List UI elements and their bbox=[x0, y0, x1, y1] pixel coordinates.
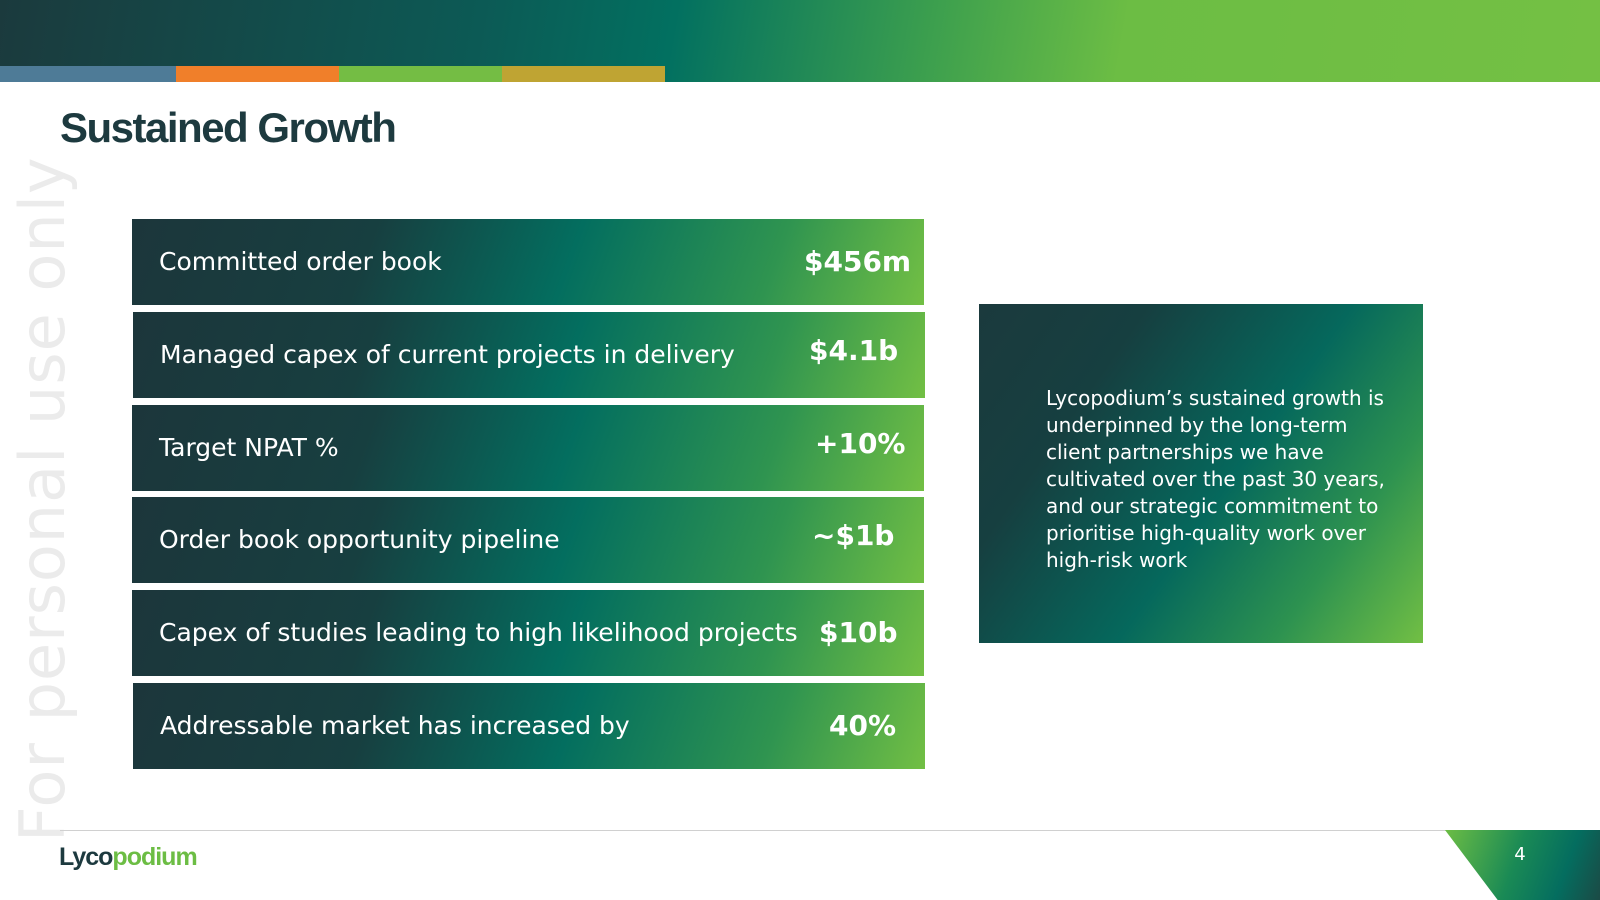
footer-divider bbox=[60, 830, 1600, 831]
metric-value: $10b bbox=[819, 616, 898, 649]
metric-row-addressable-market: Addressable market has increased by 40% bbox=[133, 683, 925, 769]
accent-strip-blue bbox=[0, 66, 176, 82]
metric-label: Order book opportunity pipeline bbox=[159, 525, 560, 554]
info-box: Lycopodium’s sustained growth is underpi… bbox=[979, 304, 1423, 643]
page-corner-shape bbox=[1445, 830, 1600, 900]
metric-label: Capex of studies leading to high likelih… bbox=[159, 618, 798, 647]
metric-value: ~$1b bbox=[812, 519, 895, 552]
watermark: For personal use only bbox=[6, 156, 79, 842]
metric-label: Target NPAT % bbox=[159, 433, 339, 462]
accent-strip-orange bbox=[176, 66, 339, 82]
metric-label: Addressable market has increased by bbox=[160, 711, 630, 740]
metric-row-capex-studies: Capex of studies leading to high likelih… bbox=[132, 590, 924, 676]
page-title: Sustained Growth bbox=[60, 104, 397, 151]
logo-text-part2: podium bbox=[112, 843, 197, 871]
metric-row-managed-capex: Managed capex of current projects in del… bbox=[133, 312, 925, 398]
metric-value: $456m bbox=[804, 245, 912, 278]
metric-label: Committed order book bbox=[159, 247, 442, 276]
metric-label: Managed capex of current projects in del… bbox=[160, 340, 735, 369]
metric-row-committed-order-book: Committed order book $456m bbox=[132, 219, 924, 305]
page-number: 4 bbox=[1514, 844, 1526, 865]
metric-row-target-npat: Target NPAT % +10% bbox=[132, 405, 924, 491]
metric-value: 40% bbox=[829, 709, 897, 742]
metric-row-opportunity-pipeline: Order book opportunity pipeline ~$1b bbox=[132, 497, 924, 583]
metric-value: +10% bbox=[815, 427, 906, 460]
info-text: Lycopodium’s sustained growth is underpi… bbox=[1046, 386, 1385, 572]
company-logo: Lycopodium bbox=[59, 843, 198, 872]
accent-strip-green bbox=[339, 66, 502, 82]
logo-text-part1: Lyco bbox=[59, 843, 113, 871]
metric-value: $4.1b bbox=[809, 334, 899, 367]
accent-strip-gold bbox=[502, 66, 665, 82]
